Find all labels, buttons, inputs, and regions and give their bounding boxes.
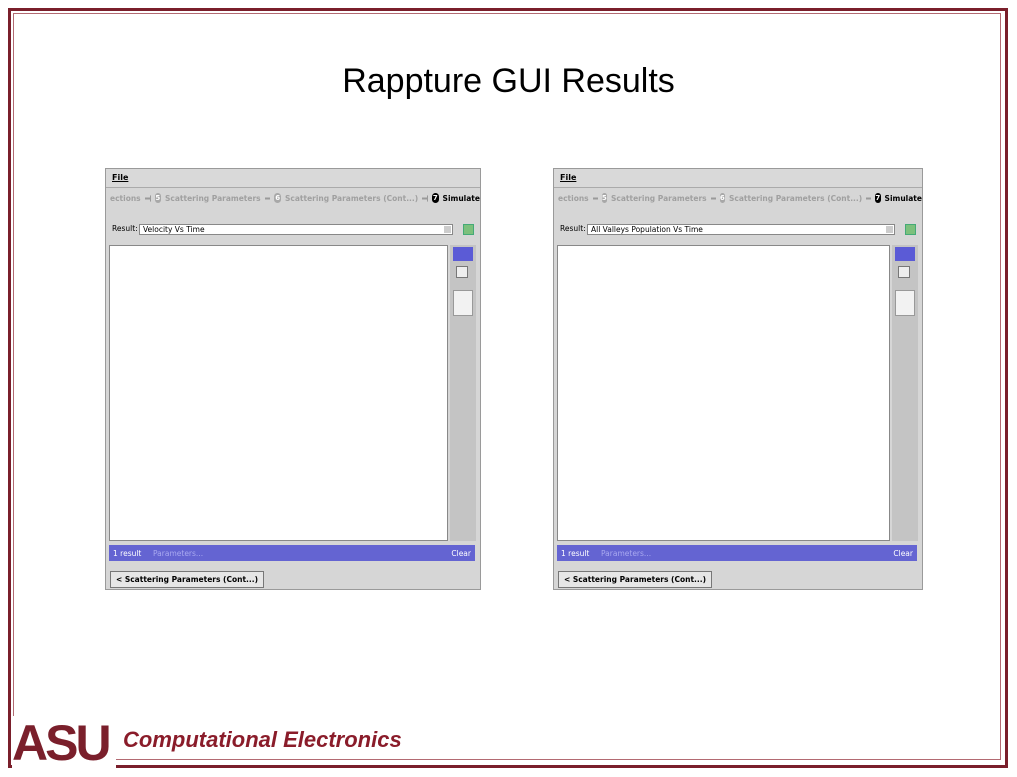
step-arrow <box>710 197 716 199</box>
step-label[interactable]: ections <box>558 193 589 203</box>
step-bar: ections0510152005e+031e+04Time (ps)Popul… <box>554 190 922 206</box>
step-label[interactable]: Simulate <box>884 193 922 203</box>
result-select[interactable]: All Valleys Population Vs Time <box>587 224 895 235</box>
menu-bar: File <box>106 169 480 188</box>
plot <box>557 245 890 541</box>
slide-border-inner <box>13 13 1001 760</box>
plot <box>109 245 448 541</box>
dropdown-arrow <box>886 226 893 233</box>
result-row: Result: All Valleys Population Vs Time <box>560 224 916 236</box>
result-row: Result: Velocity Vs Time <box>112 224 474 236</box>
status-bar: 1 result Parameters... Clear <box>557 545 917 561</box>
settings-tab[interactable] <box>453 290 473 316</box>
step-label[interactable]: Scattering Parameters <box>165 193 261 203</box>
slide-title: Rappture GUI Results <box>342 62 675 100</box>
zoom-button[interactable] <box>898 266 910 278</box>
step-label[interactable]: Simulate <box>442 193 480 203</box>
step-arrow: 0510152005e+031e+04Time (ps)Population <box>592 197 598 199</box>
footer-text: Computational Electronics <box>123 727 402 752</box>
result-count: 1 result <box>561 549 590 558</box>
plot-sidebar <box>450 245 476 541</box>
step-number: 5 <box>154 193 162 203</box>
download-button[interactable] <box>463 224 474 235</box>
parameters-link[interactable]: Parameters... <box>153 549 204 558</box>
menu-bar: File <box>554 169 922 188</box>
status-bar: 1 result Parameters... Clear <box>109 545 475 561</box>
result-value: All Valleys Population Vs Time <box>591 225 703 234</box>
menu-file[interactable]: File <box>112 173 129 182</box>
reset-button[interactable] <box>895 247 915 261</box>
plot-sidebar <box>892 245 918 541</box>
back-button[interactable]: < Scattering Parameters (Cont...) <box>558 571 712 588</box>
app-window: File ections0510152005e+031e+04Time (ps)… <box>553 168 923 590</box>
step-number: 6 <box>274 193 281 203</box>
download-button[interactable] <box>905 224 916 235</box>
slide-border <box>8 8 1008 768</box>
clear-button[interactable]: Clear <box>451 549 471 558</box>
step-arrow: 051015201e+052e+053e+05Time (ps)Velocity… <box>144 194 151 202</box>
parameters-link[interactable]: Parameters... <box>601 549 652 558</box>
step-arrow <box>422 194 429 202</box>
step-number: 7 <box>875 193 881 203</box>
step-number: 7 <box>432 193 439 203</box>
menu-file[interactable]: File <box>560 173 577 182</box>
step-label[interactable]: Scattering Parameters (Cont...) <box>728 193 863 203</box>
step-number: 6 <box>719 193 725 203</box>
step-label[interactable]: Scattering Parameters <box>611 193 707 203</box>
back-button[interactable]: < Scattering Parameters (Cont...) <box>110 571 264 588</box>
step-number: 5 <box>601 193 608 203</box>
settings-tab[interactable] <box>895 290 915 316</box>
step-arrow <box>866 197 872 199</box>
dropdown-arrow <box>444 226 451 233</box>
clear-button[interactable]: Clear <box>893 549 913 558</box>
step-label[interactable]: Scattering Parameters (Cont...) <box>284 193 419 203</box>
result-count: 1 result <box>113 549 142 558</box>
step-bar: ections051015201e+052e+053e+05Time (ps)V… <box>106 190 480 206</box>
result-select[interactable]: Velocity Vs Time <box>139 224 453 235</box>
app-window: File ections051015201e+052e+053e+05Time … <box>105 168 481 590</box>
reset-button[interactable] <box>453 247 473 261</box>
step-arrow <box>264 194 271 202</box>
result-label: Result: <box>560 224 586 233</box>
result-label: Result: <box>112 224 138 233</box>
zoom-button[interactable] <box>456 266 468 278</box>
logo: ASU <box>12 716 116 770</box>
step-label[interactable]: ections <box>110 193 141 203</box>
result-value: Velocity Vs Time <box>143 225 205 234</box>
